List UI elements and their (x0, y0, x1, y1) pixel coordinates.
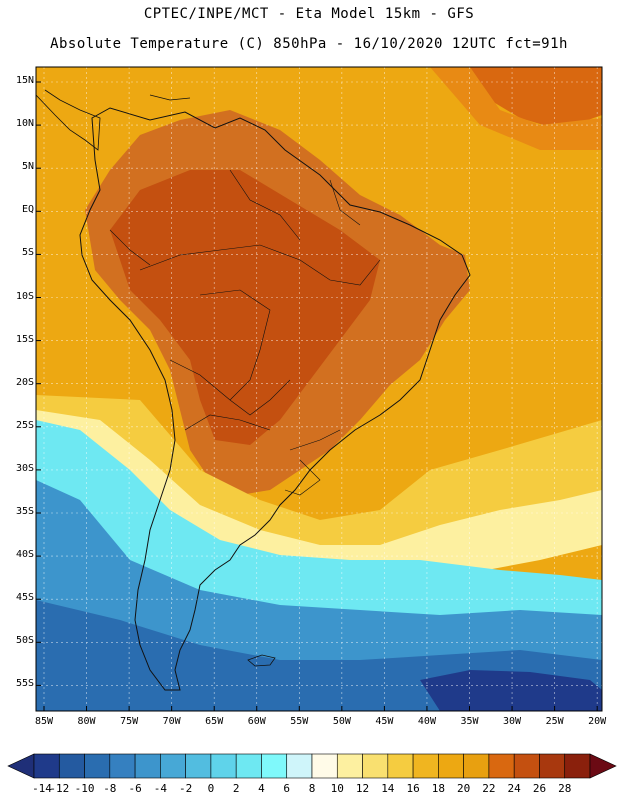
lon-label: 30W (503, 716, 522, 727)
colorbar-label: 18 (431, 782, 445, 795)
axis-ticks (36, 81, 598, 711)
colorbar-label: 26 (532, 782, 547, 795)
region-north-ocean-hot (470, 67, 602, 130)
lat-label: 30S (15, 462, 34, 474)
lon-label: 65W (205, 716, 224, 727)
colorbar-label: 24 (507, 782, 521, 795)
colorbar-label: 6 (283, 782, 291, 795)
colorbar-label: -8 (103, 782, 117, 795)
lon-label: 40W (417, 716, 436, 727)
colorbar-label: 2 (232, 782, 240, 795)
title-line-2: Absolute Temperature (C) 850hPa - 16/10/… (50, 36, 568, 52)
lat-label: 50S (15, 635, 34, 647)
colorbar-label: -14 (32, 782, 52, 795)
colorbar-label: -2 (179, 782, 193, 795)
colorbar-label: 22 (482, 782, 496, 795)
lat-label: 40S (15, 549, 34, 561)
lat-label: 5S (21, 247, 34, 259)
lat-label: 45S (15, 592, 34, 604)
colorbar-swatch (311, 753, 338, 779)
region-continent-core (110, 170, 380, 445)
title-line-1: CPTEC/INPE/MCT - Eta Model 15km - GFS (143, 6, 475, 22)
lon-label: 25W (545, 716, 564, 727)
colorbar-swatch (160, 753, 186, 779)
colorbar-swatch (84, 753, 111, 779)
lat-label: 25S (15, 419, 34, 431)
colorbar-label: 12 (355, 782, 370, 795)
coastline-south-america (79, 107, 471, 691)
colorbar-swatch (488, 753, 515, 779)
colorbar-swatch (134, 753, 161, 779)
lat-label: 10N (15, 118, 34, 130)
map-frame (35, 66, 603, 712)
lon-label: 80W (77, 716, 96, 727)
colorbar-label: -4 (153, 782, 167, 795)
lon-label: 55W (290, 716, 309, 727)
colorbar-label: 14 (381, 782, 395, 795)
colorbar-swatch (58, 753, 85, 779)
lon-label: 50W (332, 716, 351, 727)
colorbar-swatch (336, 753, 363, 779)
colorbar-swatch (362, 753, 389, 779)
colorbar-label: 10 (330, 782, 344, 795)
lon-label: 35W (460, 716, 479, 727)
lat-label: 55S (15, 678, 34, 690)
lat-label: 15N (15, 75, 34, 86)
colorbar-min-arrow (7, 753, 35, 779)
region-north-ocean-hot-2 (430, 67, 602, 150)
lat-label: 10S (15, 290, 34, 302)
colorbar-swatch (210, 753, 237, 779)
lon-label: 60W (247, 716, 266, 727)
colorbar-swatch (387, 753, 414, 779)
colorbar-swatch (513, 753, 540, 779)
colorbar-max-arrow (589, 753, 617, 779)
graticule (36, 67, 602, 711)
falkland-islands (247, 654, 276, 667)
lat-label: EQ (21, 204, 34, 216)
lat-label: 35S (15, 506, 34, 517)
colorbar-swatch (235, 753, 262, 779)
lat-label: 20S (15, 376, 34, 388)
colorbar-label: 28 (558, 782, 572, 795)
colorbar-swatch (286, 753, 313, 779)
colorbar-label: 20 (457, 782, 471, 795)
colorbar-swatch (109, 753, 136, 779)
colorbar-swatch (539, 753, 566, 779)
colorbar-swatch (33, 753, 60, 779)
colorbar-swatch (564, 753, 591, 779)
colorbar-swatch (185, 753, 212, 779)
lon-label: 70W (162, 716, 181, 727)
colorbar-label: 0 (207, 782, 215, 795)
colorbar-label: -6 (128, 782, 142, 795)
colorbar-swatch (412, 753, 439, 779)
colorbar-label: -12 (49, 782, 70, 795)
colorbar-swatch (261, 753, 288, 779)
lon-label: 20W (588, 716, 607, 727)
colorbar-label: 4 (258, 782, 265, 795)
lat-label: 5N (21, 161, 34, 173)
colorbar-label: 16 (406, 782, 420, 795)
colorbar-swatch (438, 753, 464, 779)
lon-label: 75W (120, 716, 139, 727)
colorbar-label: -10 (74, 782, 95, 795)
lon-label: 85W (34, 716, 54, 727)
colorbar-swatch (463, 753, 490, 779)
region-southern-coldest-core (420, 670, 602, 711)
country-borders (109, 169, 381, 496)
lat-label: 15S (15, 333, 34, 345)
temperature-field (36, 67, 602, 711)
coastline-central-america (36, 89, 191, 151)
colorbar (7, 753, 617, 779)
colorbar-label: 8 (308, 782, 316, 795)
lon-label: 45W (375, 716, 394, 727)
